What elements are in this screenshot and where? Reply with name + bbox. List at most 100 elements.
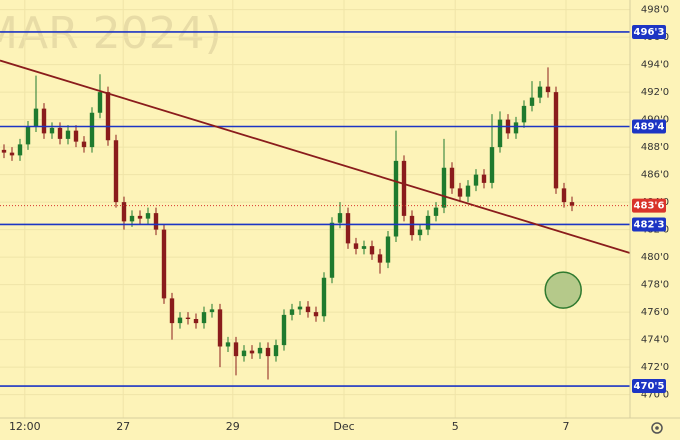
candle-body xyxy=(345,213,351,244)
candle-body xyxy=(353,243,359,249)
candle-body xyxy=(233,342,239,357)
candle-body xyxy=(553,92,559,189)
candle-body xyxy=(329,222,335,278)
candle-body xyxy=(65,130,71,139)
candle-body xyxy=(513,122,519,134)
candle-body xyxy=(217,309,223,347)
candle-body xyxy=(33,108,39,127)
candle-body xyxy=(433,207,439,216)
candle-body xyxy=(265,347,271,357)
candle-body xyxy=(497,119,503,148)
candle-body xyxy=(465,185,471,197)
candle-body xyxy=(97,92,103,113)
candle-body xyxy=(393,160,399,237)
last-price-label: 483'6 xyxy=(634,201,665,212)
candle-body xyxy=(449,167,455,189)
candle-body xyxy=(113,140,119,203)
candle-body xyxy=(313,312,319,317)
candle-body xyxy=(385,236,391,263)
candle-body xyxy=(489,147,495,183)
candle-body xyxy=(201,312,207,324)
candle-body xyxy=(89,112,95,148)
candle-body xyxy=(529,97,535,106)
candle-body xyxy=(145,213,151,219)
candle-body xyxy=(241,350,247,357)
plot-area xyxy=(0,0,631,418)
candle-body xyxy=(121,202,127,222)
candle-body xyxy=(545,86,551,93)
candle-body xyxy=(161,229,167,299)
candle-body xyxy=(289,309,295,315)
candle-body xyxy=(169,298,175,324)
y-tick-label: 486'0 xyxy=(641,170,669,181)
last-price-tag xyxy=(632,198,666,213)
x-tick-label: Dec xyxy=(333,420,354,433)
candle-body xyxy=(273,345,279,357)
trend-line xyxy=(0,59,631,254)
candle-body xyxy=(105,92,111,141)
candle-body xyxy=(417,229,423,236)
candle-body xyxy=(441,167,447,208)
y-tick-label: 474'0 xyxy=(641,335,669,346)
x-tick-label: 12:00 xyxy=(9,420,41,433)
candle-body xyxy=(41,108,47,134)
candle-body xyxy=(425,215,431,230)
y-tick-label: 470'0 xyxy=(641,390,669,401)
candle-body xyxy=(561,188,567,203)
y-tick-label: 492'0 xyxy=(641,87,669,98)
candle-body xyxy=(153,213,159,230)
candle-body xyxy=(473,174,479,186)
candle-body xyxy=(297,306,303,310)
level-label: 496'3 xyxy=(634,27,665,38)
level-tag xyxy=(632,24,666,39)
candle-body xyxy=(249,350,255,354)
candle-body xyxy=(537,86,543,98)
level-label: 489'4 xyxy=(634,122,665,133)
level-tag xyxy=(632,379,666,394)
candle-body xyxy=(137,215,143,219)
candle-body xyxy=(281,314,287,346)
candle-body xyxy=(1,149,7,153)
candle-body xyxy=(337,213,343,223)
candle-body xyxy=(209,309,215,313)
y-tick-label: 472'0 xyxy=(641,362,669,373)
marker xyxy=(544,271,582,309)
settings-icon[interactable] xyxy=(651,422,663,434)
watermark: MAR 2024) xyxy=(0,8,222,59)
candle-body xyxy=(377,254,383,263)
candle-body xyxy=(49,127,55,134)
x-tick-label: 7 xyxy=(563,420,570,433)
y-tick-label: 494'0 xyxy=(641,60,669,71)
candle-body xyxy=(177,317,183,324)
y-tick-label: 488'0 xyxy=(641,142,669,153)
candle-body xyxy=(257,347,263,354)
candle-body xyxy=(9,152,15,156)
candle-body xyxy=(457,188,463,197)
candle-body xyxy=(25,126,31,145)
candle-body xyxy=(305,306,311,313)
x-tick-label: 27 xyxy=(116,420,130,433)
candle-body xyxy=(129,215,135,222)
level-label: 482'3 xyxy=(634,219,665,230)
candle-body xyxy=(361,246,367,249)
candle-body xyxy=(57,127,63,139)
candle-body xyxy=(321,277,327,317)
candle-body xyxy=(521,105,527,123)
candle-body xyxy=(73,130,79,142)
candle-body xyxy=(225,342,231,347)
candle-body xyxy=(409,215,415,236)
y-tick-label: 480'0 xyxy=(641,252,669,263)
candle-body xyxy=(481,174,487,183)
x-tick-label: 5 xyxy=(452,420,459,433)
candle-body xyxy=(401,160,407,216)
candle-body xyxy=(17,144,23,156)
candle-body xyxy=(81,141,87,148)
candle-body xyxy=(193,319,199,324)
level-tag xyxy=(632,217,666,232)
level-tag xyxy=(632,119,666,134)
candle-body xyxy=(569,202,575,206)
x-tick-label: 29 xyxy=(226,420,240,433)
candle-body xyxy=(185,317,191,319)
y-tick-label: 478'0 xyxy=(641,280,669,291)
